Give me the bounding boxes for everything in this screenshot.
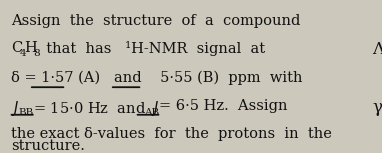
- Text: $\mathit{J}$: $\mathit{J}$: [11, 99, 20, 118]
- Text: structure.: structure.: [11, 139, 85, 153]
- Text: = 15·0 Hz  and  $\mathit{J}$: = 15·0 Hz and $\mathit{J}$: [33, 99, 159, 118]
- Text: AB: AB: [144, 108, 160, 117]
- Text: 4: 4: [20, 49, 26, 58]
- Text: the exact δ-values  for  the  protons  in  the: the exact δ-values for the protons in th…: [11, 127, 332, 141]
- Text: BB: BB: [19, 108, 34, 117]
- Text: Λ: Λ: [372, 41, 382, 58]
- Text: H: H: [24, 41, 37, 55]
- Text: 8: 8: [33, 49, 39, 58]
- Text: Assign  the  structure  of  a  compound: Assign the structure of a compound: [11, 14, 301, 28]
- Text: = 6·5 Hz.  Assign: = 6·5 Hz. Assign: [159, 99, 287, 114]
- Text: that  has   ¹H-NMR  signal  at: that has ¹H-NMR signal at: [37, 41, 265, 56]
- Text: C: C: [11, 41, 23, 55]
- Text: γ: γ: [372, 99, 382, 116]
- Text: δ = 1·57 (A)   and    5·55 (B)  ppm  with: δ = 1·57 (A) and 5·55 (B) ppm with: [11, 70, 303, 85]
